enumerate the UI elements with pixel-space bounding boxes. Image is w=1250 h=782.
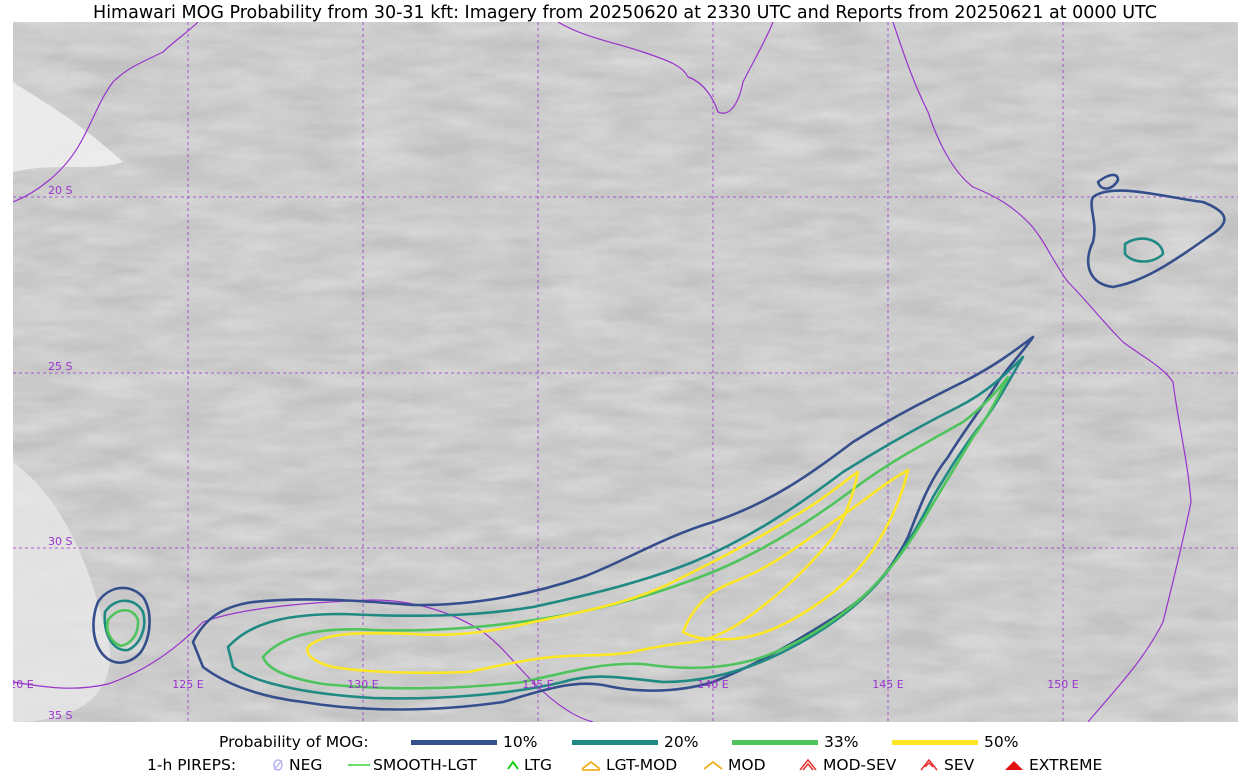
lat-label-20s: 20 S	[48, 184, 72, 197]
legend-item-20pct: 20%	[572, 731, 698, 753]
cloud-patch-northwest	[13, 82, 123, 172]
probability-legend: Probability of MOG: 10% 20% 33% 50%	[0, 731, 1250, 753]
legend-item-10pct: 10%	[411, 731, 537, 753]
legend-label-extreme: EXTREME	[1029, 756, 1103, 774]
legend-swatch-33pct	[732, 739, 818, 745]
ltg-chevron-icon	[507, 760, 519, 770]
lon-label-120e: 120 E	[13, 678, 34, 691]
mod-sev-icon	[799, 758, 817, 771]
legend-label-20pct: 20%	[664, 733, 699, 751]
legend-label-mod-sev: MOD-SEV	[823, 756, 897, 774]
legend-label-mod: MOD	[728, 756, 766, 774]
legend-label-33pct: 33%	[824, 733, 859, 751]
extreme-icon	[1005, 761, 1023, 770]
lon-label-130e: 130 E	[347, 678, 378, 691]
legend-label-ltg: LTG	[524, 756, 552, 774]
legend-swatch-20pct	[572, 739, 658, 745]
legend-item-mod-sev: MOD-SEV	[797, 754, 896, 776]
cloud-patch-southwest	[13, 462, 111, 722]
legend-item-50pct: 50%	[892, 731, 1018, 753]
pirep-legend: 1-h PIREPS: NEG SMOOTH-LGT LTG LGT-MOD M…	[0, 754, 1250, 776]
legend-label-lgt-mod: LGT-MOD	[606, 756, 678, 774]
coastline-north	[13, 22, 199, 203]
lon-label-135e: 135 E	[522, 678, 553, 691]
lgt-mod-icon	[581, 760, 601, 771]
map-panel: 20 S 25 S 30 S 35 S 120 E 125 E 130 E 13…	[13, 22, 1238, 722]
legend-item-sev: SEV	[918, 754, 974, 776]
legend-label-smooth-lgt: SMOOTH-LGT	[373, 756, 477, 774]
smooth-lgt-line-icon	[348, 764, 370, 766]
legend-label-10pct: 10%	[503, 733, 538, 751]
lon-label-140e: 140 E	[697, 678, 728, 691]
figure-title: Himawari MOG Probability from 30-31 kft:…	[93, 3, 1157, 23]
legend-label-50pct: 50%	[984, 733, 1019, 751]
legend-item-smooth-lgt: SMOOTH-LGT	[347, 754, 477, 776]
legend-item-33pct: 33%	[732, 731, 858, 753]
lat-label-30s: 30 S	[48, 535, 72, 548]
lon-label-145e: 145 E	[872, 678, 903, 691]
legend-swatch-10pct	[411, 739, 497, 745]
legend-item-lgt-mod: LGT-MOD	[580, 754, 677, 776]
coastline-gulf	[557, 22, 774, 114]
lon-label-125e: 125 E	[172, 678, 203, 691]
lat-labels: 20 S 25 S 30 S 35 S	[48, 184, 72, 722]
coastline-east	[892, 22, 1192, 722]
graticule	[13, 22, 1238, 722]
mod-chevron-icon	[703, 760, 723, 770]
lat-label-25s: 25 S	[48, 360, 72, 373]
legend-swatch-50pct	[892, 739, 978, 745]
legend-item-mod: MOD	[702, 754, 766, 776]
probability-legend-title: Probability of MOG:	[219, 733, 369, 751]
lon-labels: 120 E 125 E 130 E 135 E 140 E 145 E 150 …	[13, 678, 1079, 691]
legend-label-sev: SEV	[944, 756, 975, 774]
legend-item-extreme: EXTREME	[1003, 754, 1102, 776]
pirep-legend-title: 1-h PIREPS:	[147, 756, 237, 774]
satellite-texture	[13, 22, 1238, 722]
legend-item-ltg: LTG	[505, 754, 552, 776]
lon-label-150e: 150 E	[1047, 678, 1078, 691]
lat-label-35s: 35 S	[48, 709, 72, 722]
legend-item-neg: NEG	[270, 754, 322, 776]
contour-50pct	[306, 468, 910, 675]
neg-icon	[273, 759, 283, 771]
sev-icon	[920, 758, 938, 771]
legend-label-neg: NEG	[289, 756, 323, 774]
